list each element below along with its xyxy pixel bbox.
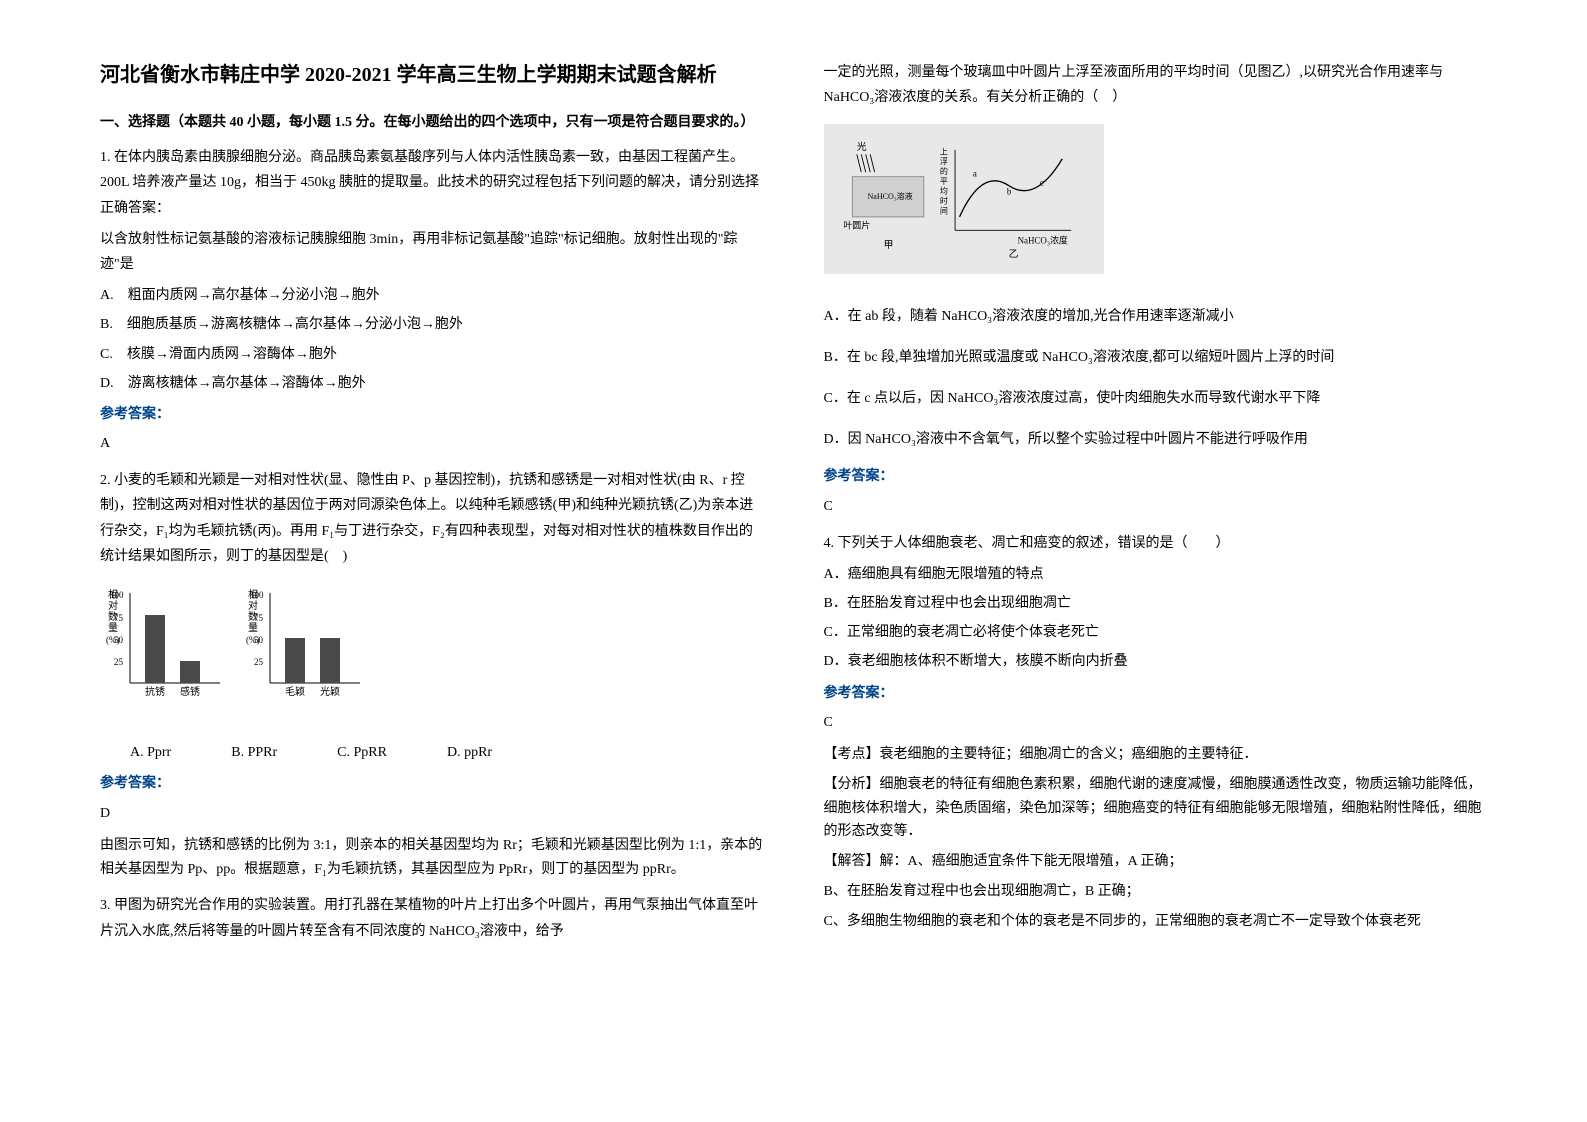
q1-stem-2: 以含放射性标记氨基酸的溶液标记胰腺细胞 3min，再用非标记氨基酸"追踪"标记细… [100, 227, 764, 277]
q2-option-c: C. PpRR [337, 740, 387, 765]
svg-text:NaHCO₃浓度: NaHCO₃浓度 [1017, 235, 1067, 246]
q2-option-b: B. PPRr [231, 740, 277, 765]
document-title: 河北省衡水市韩庄中学 2020-2021 学年高三生物上学期期末试题含解析 [100, 60, 764, 90]
svg-text:甲: 甲 [883, 241, 893, 252]
svg-text:对: 对 [248, 599, 258, 612]
svg-text:毛颖: 毛颖 [285, 685, 305, 698]
question-3-continued: 一定的光照，测量每个玻璃皿中叶圆片上浮至液面所用的平均时间（见图乙）,以研究光合… [824, 60, 1488, 519]
svg-text:光: 光 [856, 140, 866, 153]
experiment-diagram: 光 NaHCO₃溶液 叶圆片 甲 上 浮 的 平 均 时 间 a b c NaH… [824, 124, 1104, 274]
svg-text:抗锈: 抗锈 [145, 685, 165, 698]
left-column: 河北省衡水市韩庄中学 2020-2021 学年高三生物上学期期末试题含解析 一、… [100, 60, 764, 1062]
q4-point: 【考点】衰老细胞的主要特征；细胞凋亡的含义；癌细胞的主要特征． [824, 743, 1488, 767]
svg-text:乙: 乙 [1008, 248, 1018, 260]
q3-answer: C [824, 494, 1488, 519]
svg-text:的: 的 [939, 166, 947, 176]
q3-option-a: A．在 ab 段，随着 NaHCO₃溶液浓度的增加,光合作用速率逐渐减小 [824, 304, 1488, 329]
question-3-start: 3. 甲图为研究光合作用的实验装置。用打孔器在某植物的叶片上打出多个叶圆片，再用… [100, 893, 764, 943]
q1-option-b: B. 细胞质基质→游离核糖体→高尔基体→分泌小泡→胞外 [100, 312, 764, 337]
answer-label: 参考答案： [100, 771, 764, 796]
svg-text:时: 时 [939, 196, 947, 206]
svg-text:NaHCO₃溶液: NaHCO₃溶液 [867, 191, 912, 201]
q4-solve-c: C、多细胞生物细胞的衰老和个体的衰老是不同步的，正常细胞的衰老凋亡不一定导致个体… [824, 910, 1488, 934]
question-4: 4. 下列关于人体细胞衰老、凋亡和癌变的叙述，错误的是（ ） A．癌细胞具有细胞… [824, 531, 1488, 934]
svg-text:75: 75 [114, 613, 124, 623]
svg-text:a: a [972, 169, 976, 179]
q2-option-a: A. Pprr [130, 740, 171, 765]
answer-label: 参考答案： [824, 681, 1488, 706]
svg-text:25: 25 [254, 657, 264, 667]
svg-text:叶圆片: 叶圆片 [843, 220, 870, 231]
svg-text:量: 量 [248, 622, 258, 634]
q1-option-a: A. 粗面内质网→高尔基体→分泌小泡→胞外 [100, 283, 764, 308]
q1-stem-1: 1. 在体内胰岛素由胰腺细胞分泌。商品胰岛素氨基酸序列与人体内活性胰岛素一致，由… [100, 145, 764, 221]
svg-text:75: 75 [254, 613, 264, 623]
svg-text:对: 对 [108, 599, 118, 612]
q3-stem-1: 3. 甲图为研究光合作用的实验装置。用打孔器在某植物的叶片上打出多个叶圆片，再用… [100, 893, 764, 943]
svg-text:光颖: 光颖 [320, 685, 340, 698]
q1-answer: A [100, 431, 764, 456]
q2-answer: D [100, 801, 764, 826]
q3-option-d: D．因 NaHCO₃溶液中不含氧气，所以整个实验过程中叶圆片不能进行呼吸作用 [824, 427, 1488, 452]
svg-text:浮: 浮 [939, 157, 947, 167]
q2-options-row: A. Pprr B. PPRr C. PpRR D. ppRr [130, 740, 764, 765]
bar-chart-figure: 相 对 数 量 (%) 100 75 50 25 抗锈 感锈 相 对 数 量 (… [100, 583, 380, 723]
q3-option-b: B．在 bc 段,单独增加光照或温度或 NaHCO₃溶液浓度,都可以缩短叶圆片上… [824, 345, 1488, 370]
svg-text:100: 100 [250, 590, 264, 600]
svg-text:平: 平 [939, 177, 947, 186]
right-column: 一定的光照，测量每个玻璃皿中叶圆片上浮至液面所用的平均时间（见图乙）,以研究光合… [824, 60, 1488, 1062]
q3-stem-2: 一定的光照，测量每个玻璃皿中叶圆片上浮至液面所用的平均时间（见图乙）,以研究光合… [824, 60, 1488, 110]
svg-text:上: 上 [939, 148, 947, 157]
q1-option-d: D. 游离核糖体→高尔基体→溶酶体→胞外 [100, 371, 764, 396]
question-2: 2. 小麦的毛颖和光颖是一对相对性状(显、隐性由 P、p 基因控制)，抗锈和感锈… [100, 468, 764, 881]
q4-answer: C [824, 710, 1488, 735]
svg-text:100: 100 [110, 590, 124, 600]
svg-text:均: 均 [939, 186, 947, 196]
q2-stem: 2. 小麦的毛颖和光颖是一对相对性状(显、隐性由 P、p 基因控制)，抗锈和感锈… [100, 468, 764, 569]
q2-option-d: D. ppRr [447, 740, 492, 765]
svg-text:间: 间 [939, 207, 947, 216]
svg-text:c: c [1039, 178, 1043, 188]
q3-option-c: C．在 c 点以后，因 NaHCO₃溶液浓度过高，使叶肉细胞失水而导致代谢水平下… [824, 386, 1488, 411]
q4-stem: 4. 下列关于人体细胞衰老、凋亡和癌变的叙述，错误的是（ ） [824, 531, 1488, 556]
svg-text:量: 量 [108, 622, 118, 634]
q1-option-c: C. 核膜→滑面内质网→溶酶体→胞外 [100, 342, 764, 367]
svg-text:25: 25 [114, 657, 124, 667]
svg-text:50: 50 [254, 635, 264, 645]
q4-solve-b: B、在胚胎发育过程中也会出现细胞凋亡，B 正确； [824, 880, 1488, 904]
q4-analysis: 【分析】细胞衰老的特征有细胞色素积累，细胞代谢的速度减慢，细胞膜通透性改变，物质… [824, 773, 1488, 844]
q2-explanation: 由图示可知，抗锈和感锈的比例为 3:1，则亲本的相关基因型均为 Rr；毛颖和光颖… [100, 834, 764, 882]
svg-text:b: b [1006, 187, 1011, 197]
q4-option-c: C．正常细胞的衰老凋亡必将使个体衰老死亡 [824, 620, 1488, 645]
q4-option-d: D．衰老细胞核体积不断增大，核膜不断向内折叠 [824, 649, 1488, 674]
q4-option-b: B．在胚胎发育过程中也会出现细胞凋亡 [824, 591, 1488, 616]
question-1: 1. 在体内胰岛素由胰腺细胞分泌。商品胰岛素氨基酸序列与人体内活性胰岛素一致，由… [100, 145, 764, 456]
answer-label: 参考答案： [100, 402, 764, 427]
answer-label: 参考答案： [824, 464, 1488, 489]
section-title: 一、选择题（本题共 40 小题，每小题 1.5 分。在每小题给出的四个选项中，只… [100, 110, 764, 135]
q4-solve-a: 【解答】解：A、癌细胞适宜条件下能无限增殖，A 正确； [824, 850, 1488, 874]
svg-text:感锈: 感锈 [180, 685, 200, 698]
q4-option-a: A．癌细胞具有细胞无限增殖的特点 [824, 562, 1488, 587]
svg-text:50: 50 [114, 635, 124, 645]
